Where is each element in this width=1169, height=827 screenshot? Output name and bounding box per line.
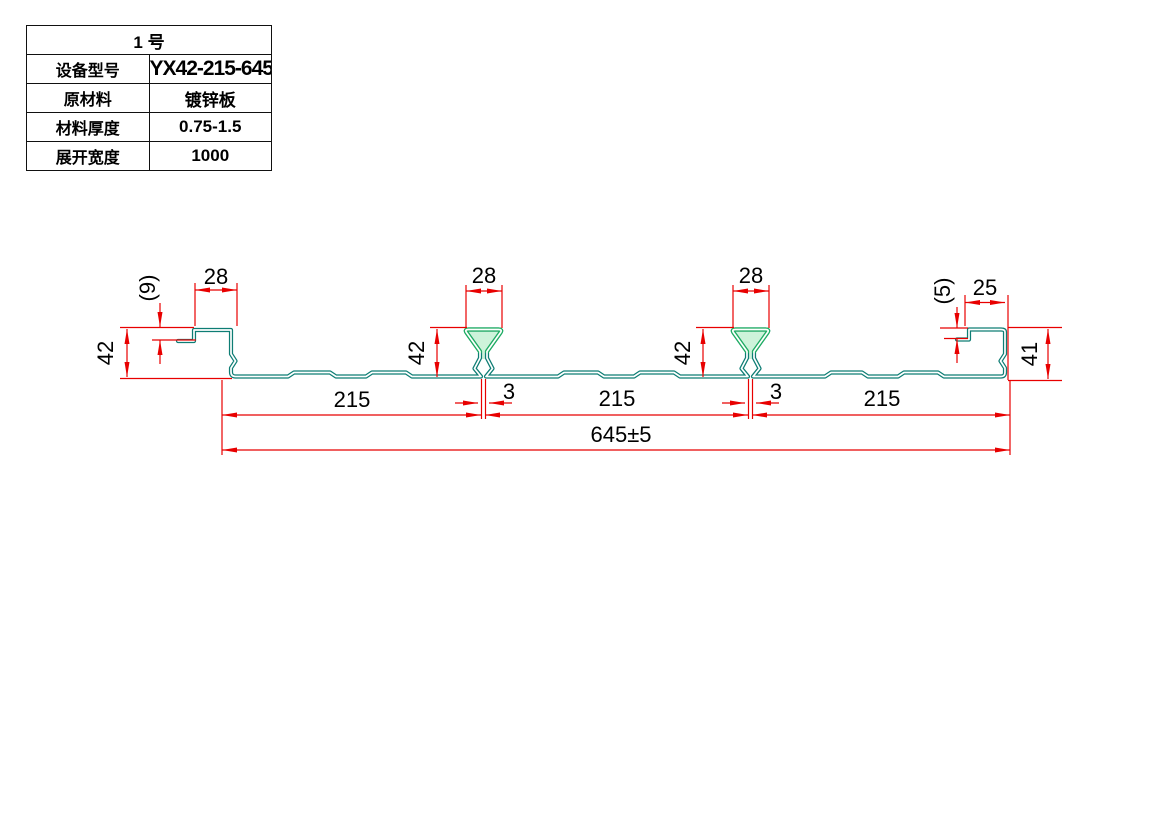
dimension-labels: (9) 28 42 28 42 28 42 (5) 25 41 215 3 21… (93, 263, 1042, 447)
spec-value-material: 镀锌板 (148, 83, 272, 113)
spec-title: 1 号 (26, 25, 272, 55)
table-row: 材料厚度 0.75-1.5 (26, 112, 272, 142)
dim-rib1-height: 42 (404, 341, 429, 365)
table-row: 展开宽度 1000 (26, 141, 272, 171)
panel-profile-inner-line (177, 328, 1006, 378)
dim-right-lip-step: (5) (930, 278, 955, 305)
dim-pitch-3: 215 (864, 386, 901, 411)
dim-left-rib-height: 42 (93, 341, 118, 365)
rib2-fill (732, 330, 769, 359)
panel-profile-outline (175, 327, 1008, 379)
dim-rib2-height: 42 (670, 341, 695, 365)
spec-label-width: 展开宽度 (26, 141, 150, 171)
dimension-lines (124, 287, 1051, 453)
dim-pitch-1: 215 (334, 387, 371, 412)
spec-table: 1 号 设备型号 YX42-215-645 原材料 镀锌板 材料厚度 0.75-… (26, 25, 272, 171)
dim-overall-width: 645±5 (590, 422, 651, 447)
dim-left-lip-step: (9) (135, 275, 160, 302)
spec-label-material: 原材料 (26, 83, 150, 113)
dim-rib2-top-width: 28 (739, 263, 763, 288)
rib-fills (465, 330, 769, 359)
spec-value-thickness: 0.75-1.5 (148, 112, 272, 142)
dim-pitch-2: 215 (599, 386, 636, 411)
dim-right-rib-height: 41 (1017, 342, 1042, 366)
rib1-fill (465, 330, 502, 359)
table-row: 原材料 镀锌板 (26, 83, 272, 113)
dim-seam-gap-1: 3 (503, 379, 515, 404)
dim-rib1-top-width: 28 (472, 263, 496, 288)
dim-left-rib-top-width: 28 (204, 264, 228, 289)
spec-label-model: 设备型号 (26, 54, 150, 84)
table-row: 设备型号 YX42-215-645 (26, 54, 272, 84)
dim-right-rib-top-width: 25 (973, 275, 997, 300)
spec-value-width: 1000 (148, 141, 272, 171)
dim-seam-gap-2: 3 (770, 379, 782, 404)
rib-cups (463, 327, 771, 354)
spec-table-title-row: 1 号 (26, 25, 272, 55)
